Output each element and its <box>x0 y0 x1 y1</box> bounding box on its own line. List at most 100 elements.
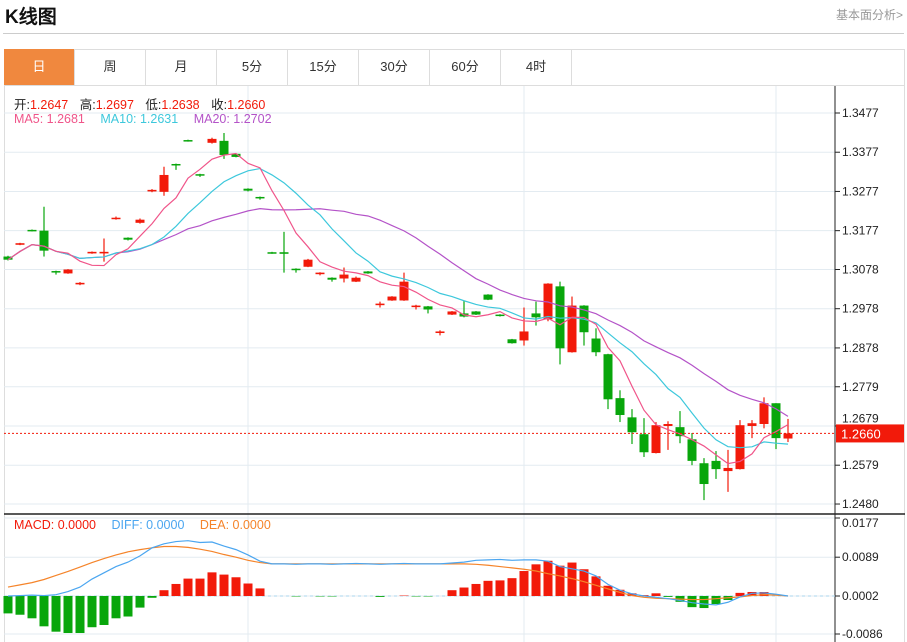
tab-30min[interactable]: 30分 <box>359 49 430 85</box>
macd-bar <box>207 572 217 596</box>
open-value: 1.2647 <box>29 98 69 112</box>
price-tick-label: 1.2878 <box>842 341 879 355</box>
diff-value: DIFF: 0.0000 <box>111 518 185 532</box>
tab-5min[interactable]: 5分 <box>217 49 288 85</box>
candle-body <box>171 163 181 166</box>
candle-body <box>303 259 313 267</box>
candle-body <box>327 277 337 280</box>
header-divider <box>3 33 904 34</box>
macd-bar <box>3 596 13 614</box>
tab-month[interactable]: 月 <box>146 49 217 85</box>
candle-body <box>27 229 37 232</box>
candle-body <box>639 434 649 453</box>
tab-week[interactable]: 周 <box>75 49 146 85</box>
candle <box>63 269 73 274</box>
macd-bar <box>507 578 517 596</box>
candle-body <box>87 251 97 254</box>
candle <box>747 420 757 439</box>
candle-body <box>759 403 769 425</box>
dea-value: DEA: 0.0000 <box>199 518 271 532</box>
ma5-line <box>7 152 789 465</box>
macd-bar <box>171 583 181 596</box>
candle-body <box>231 153 241 157</box>
candle-body <box>663 424 673 426</box>
candle-body <box>603 354 613 400</box>
candle-body <box>183 140 193 142</box>
candle <box>267 251 277 254</box>
candle-body <box>195 174 205 176</box>
macd-bar <box>711 596 721 605</box>
candle-body <box>783 433 793 439</box>
chart-frame <box>4 49 905 642</box>
candle <box>87 251 97 254</box>
candle-body <box>339 274 349 279</box>
candle <box>471 311 481 315</box>
candle-body <box>747 423 757 426</box>
candle-body <box>387 296 397 301</box>
candle-body <box>159 174 169 192</box>
macd-bar <box>99 596 109 625</box>
candle <box>123 237 133 241</box>
candle-body <box>399 281 409 301</box>
current-price-badge <box>836 424 904 443</box>
candle <box>675 411 685 444</box>
candle-body <box>243 188 253 191</box>
macd-bar <box>135 596 145 608</box>
macd-bar <box>231 577 241 596</box>
macd-bar <box>747 591 757 596</box>
macd-bar <box>183 578 193 596</box>
period-tabs: 日 周 月 5分 15分 30分 60分 4时 <box>4 49 904 86</box>
candle-body <box>3 256 13 260</box>
dea-line <box>7 545 789 601</box>
candle-body <box>63 269 73 274</box>
candle-body <box>291 268 301 271</box>
candle-body <box>435 331 445 334</box>
candle <box>99 238 109 262</box>
ma20-value: MA20: 1.2702 <box>193 112 272 126</box>
candle <box>279 231 289 273</box>
candle <box>243 188 253 192</box>
fundamental-analysis-link[interactable]: 基本面分析> <box>835 8 903 22</box>
candle <box>423 305 433 314</box>
candle <box>387 296 397 301</box>
candle-body <box>507 339 517 344</box>
macd-bar <box>759 591 769 596</box>
macd-bar <box>495 580 505 596</box>
macd-bar <box>471 583 481 596</box>
candle <box>15 242 25 246</box>
ma20-line <box>7 208 789 417</box>
macd-tick-label: 0.0089 <box>842 550 879 564</box>
candle-body <box>519 331 529 341</box>
candle <box>351 276 361 283</box>
tab-4hour[interactable]: 4时 <box>501 49 572 85</box>
candle-body <box>267 252 277 254</box>
candle <box>627 409 637 445</box>
macd-bar <box>87 596 97 628</box>
candle-body <box>123 237 133 240</box>
candle-body <box>375 303 385 306</box>
candle-body <box>555 286 565 349</box>
candle-body <box>651 425 661 454</box>
tab-60min[interactable]: 60分 <box>430 49 501 85</box>
candle <box>567 296 577 353</box>
candle-body <box>315 272 325 275</box>
candle-body <box>699 463 709 485</box>
price-tick-label: 1.3078 <box>842 262 879 276</box>
candle-body <box>531 313 541 318</box>
candle <box>687 433 697 466</box>
high-value: 1.2697 <box>95 98 134 112</box>
tab-15min[interactable]: 15分 <box>288 49 359 85</box>
candle <box>159 166 169 196</box>
macd-bar <box>687 596 697 608</box>
macd-bar <box>519 571 529 596</box>
candle-body <box>207 138 217 143</box>
price-tick-label: 1.2779 <box>842 380 879 394</box>
candle <box>75 282 85 286</box>
candle <box>363 271 373 274</box>
candle <box>195 173 205 177</box>
candle <box>663 421 673 450</box>
tab-day[interactable]: 日 <box>4 49 75 85</box>
candle-body <box>567 305 577 353</box>
candle <box>291 268 301 273</box>
